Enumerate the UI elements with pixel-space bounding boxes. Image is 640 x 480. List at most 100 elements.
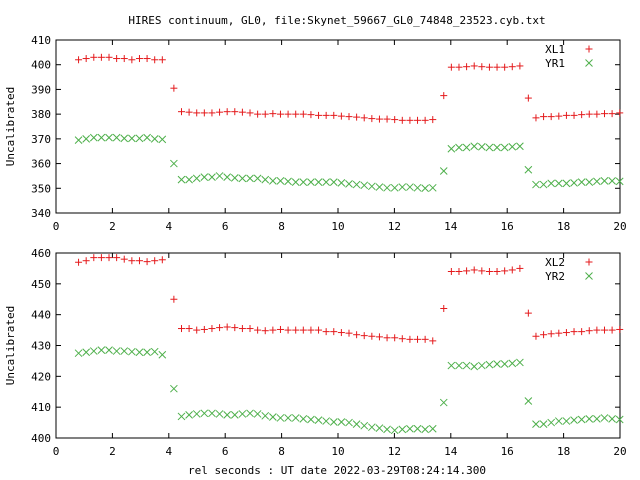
data-point	[143, 55, 151, 63]
data-point	[150, 347, 159, 356]
data-point	[508, 359, 517, 368]
data-point	[215, 172, 224, 180]
data-point	[322, 178, 331, 186]
data-point	[158, 56, 166, 64]
data-point	[337, 329, 345, 337]
data-point	[231, 108, 239, 116]
data-point	[600, 414, 609, 422]
data-point	[593, 326, 601, 334]
lower-panel: 0 2 4 6 8 10 12 14 16 18 20 400 410 420 430 440 450 460 Un…	[4, 247, 627, 458]
data-point	[216, 324, 224, 332]
y-tick-label: 350	[31, 182, 51, 195]
data-point	[562, 329, 570, 337]
x-tick-label: 20	[613, 445, 626, 458]
data-point	[135, 257, 143, 265]
data-point	[223, 173, 232, 182]
data-point	[429, 116, 437, 124]
figure-title: HIRES continuum, GL0, file:Skynet_59667_…	[128, 14, 545, 27]
data-point	[75, 56, 83, 64]
x-tick-label: 0	[53, 445, 60, 458]
data-point	[470, 362, 479, 371]
data-point	[337, 418, 346, 426]
data-point	[447, 144, 456, 153]
data-point	[307, 415, 315, 424]
data-point	[524, 165, 533, 174]
data-point	[368, 115, 376, 123]
x-tick-label: 18	[557, 445, 570, 458]
data-point	[608, 326, 616, 334]
data-point	[215, 410, 224, 418]
data-point	[353, 331, 361, 339]
data-point	[516, 358, 524, 367]
data-point	[112, 133, 121, 142]
data-point	[230, 411, 239, 419]
data-point	[585, 415, 594, 423]
data-point	[455, 63, 463, 71]
data-point	[105, 133, 113, 142]
data-point	[82, 348, 91, 357]
data-point	[421, 184, 429, 193]
data-point	[113, 55, 121, 63]
data-point	[615, 415, 624, 424]
data-point	[360, 332, 368, 340]
data-point	[500, 360, 509, 368]
data-point	[135, 55, 143, 63]
y-tick-label: 360	[31, 158, 51, 171]
data-point	[485, 360, 494, 369]
y-tick-label: 400	[31, 59, 51, 72]
data-point	[177, 325, 185, 333]
x-tick-label: 8	[278, 220, 285, 233]
data-point	[89, 347, 98, 355]
data-point	[246, 409, 254, 418]
data-point	[307, 178, 315, 186]
data-point	[463, 267, 471, 275]
data-point	[455, 143, 463, 152]
data-point	[75, 258, 83, 266]
data-point	[485, 268, 493, 275]
x-tick-label: 0	[53, 220, 60, 233]
data-point	[291, 178, 300, 186]
data-point	[128, 56, 136, 64]
data-point	[200, 409, 209, 418]
data-point	[284, 326, 292, 334]
data-point	[261, 327, 269, 335]
data-point	[524, 94, 532, 102]
data-point	[414, 335, 422, 343]
data-point	[261, 411, 270, 420]
data-point	[478, 267, 486, 275]
y-tick-label: 400	[31, 432, 51, 445]
data-point	[329, 418, 338, 426]
data-point	[292, 326, 300, 334]
x-tick-label: 12	[388, 220, 401, 233]
data-point	[200, 109, 208, 117]
data-point	[375, 183, 384, 191]
data-point	[501, 267, 509, 275]
data-point	[383, 334, 391, 342]
data-point	[406, 424, 414, 433]
data-point	[112, 347, 121, 355]
data-point	[143, 348, 151, 357]
data-point	[158, 135, 167, 144]
data-point	[352, 180, 361, 189]
data-point	[555, 112, 563, 120]
data-point	[540, 113, 548, 121]
data-point	[398, 335, 406, 343]
data-point	[577, 178, 586, 186]
data-point	[105, 346, 113, 354]
data-point	[307, 111, 315, 119]
data-point	[447, 63, 455, 71]
data-point	[246, 174, 254, 183]
data-point	[269, 326, 277, 334]
data-point	[470, 266, 478, 274]
data-point	[208, 173, 216, 182]
data-point	[223, 108, 231, 116]
data-point	[192, 174, 201, 183]
data-point	[314, 416, 323, 424]
data-point	[570, 178, 578, 187]
data-point	[105, 53, 113, 61]
data-point	[113, 254, 121, 262]
data-point	[413, 183, 422, 192]
series-yr2	[74, 346, 624, 435]
data-point	[307, 326, 315, 334]
